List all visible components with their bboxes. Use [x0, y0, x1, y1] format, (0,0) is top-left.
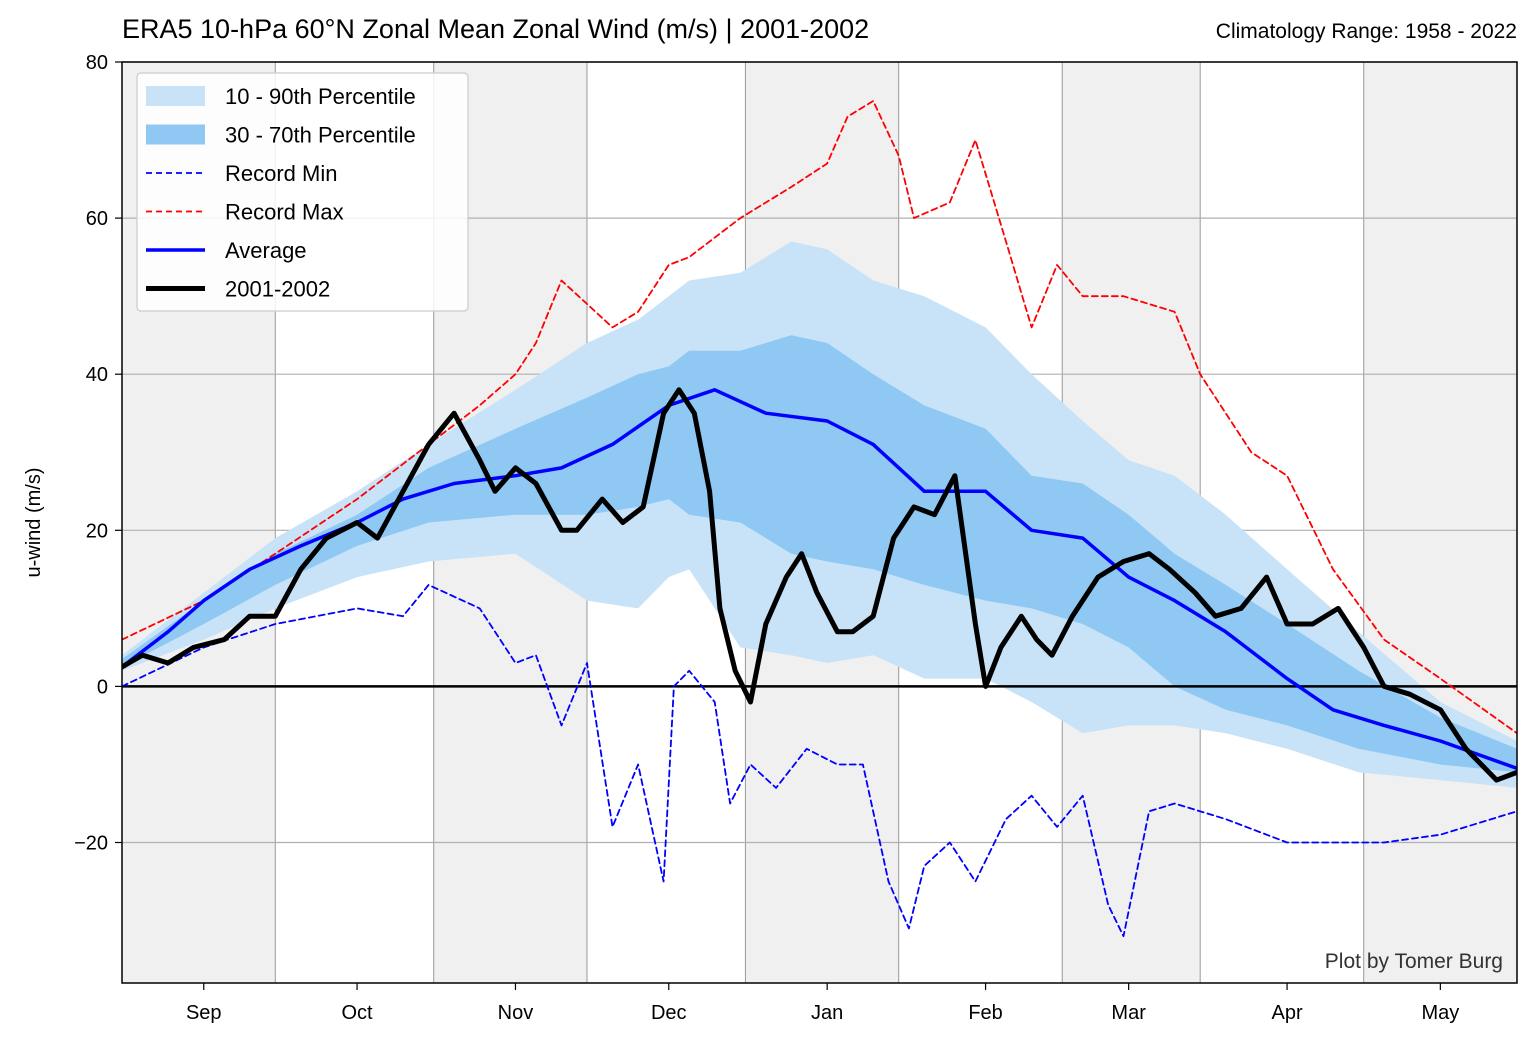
plot-content	[122, 100, 1517, 938]
y-tick-label-4: 60	[86, 208, 108, 230]
legend-box	[136, 72, 469, 312]
x-tick-label-2: Nov	[498, 1002, 534, 1024]
chart-title: ERA5 10-hPa 60°N Zonal Mean Zonal Wind (…	[122, 14, 870, 44]
series-2001-2002	[122, 387, 1517, 783]
y-tick-label-2: 20	[86, 520, 108, 542]
x-tick-label-7: Apr	[1271, 1002, 1302, 1024]
legend-swatch-0	[146, 86, 205, 106]
x-tick-label-4: Jan	[811, 1002, 843, 1024]
y-tick-label-3: 40	[86, 364, 108, 386]
y-tick-label-1: 0	[97, 676, 108, 698]
series-record-min	[122, 584, 1517, 938]
x-tick-label-6: Mar	[1111, 1002, 1146, 1024]
legend-label-1: 30 - 70th Percentile	[225, 123, 416, 148]
chart-subtitle: Climatology Range: 1958 - 2022	[1215, 20, 1517, 43]
legend: 10 - 90th Percentile 30 - 70th Percentile…	[136, 72, 469, 312]
band-30-70-percentile	[122, 335, 1517, 773]
x-tick-label-5: Feb	[968, 1002, 1002, 1024]
legend-label-3: Record Max	[225, 200, 344, 225]
x-tick-label-3: Dec	[651, 1002, 687, 1024]
axes-frame	[121, 61, 1518, 984]
legend-label-2: Record Min	[225, 161, 337, 186]
legend-swatch-1	[146, 124, 205, 145]
y-axis-label: u-wind (m/s)	[23, 467, 45, 577]
series-record-max	[122, 100, 1517, 735]
shaded-period-4	[1363, 62, 1517, 983]
y-tick-label-5: 80	[86, 52, 108, 74]
credit-text: Plot by Tomer Burg	[1325, 950, 1503, 973]
legend-label-4: Average	[225, 238, 307, 263]
x-tick-label-8: May	[1421, 1002, 1459, 1024]
x-tick-label-0: Sep	[186, 1002, 222, 1024]
legend-label-5: 2001-2002	[225, 277, 330, 302]
legend-label-0: 10 - 90th Percentile	[225, 84, 416, 109]
y-tick-label-0: −20	[74, 833, 108, 855]
x-tick-label-1: Oct	[341, 1002, 373, 1024]
